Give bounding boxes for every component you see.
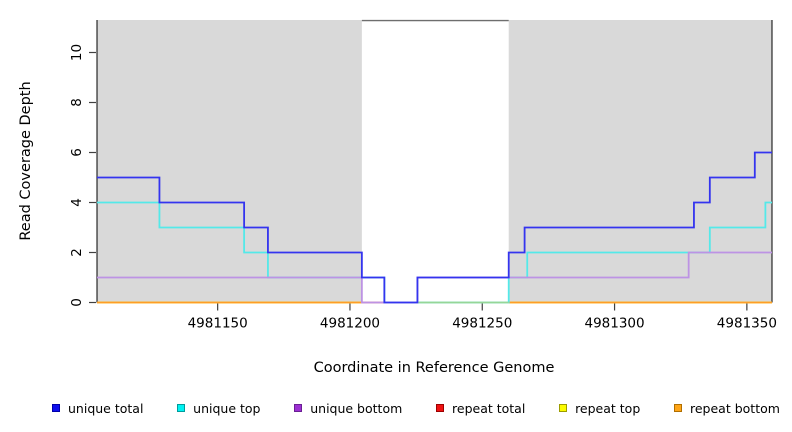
repeat-region-shade xyxy=(97,20,362,303)
legend-swatch-icon xyxy=(52,404,60,412)
legend-swatch-icon xyxy=(177,404,186,412)
legend-item-repeat-top: repeat top xyxy=(559,401,640,416)
legend-label: unique top xyxy=(193,400,261,416)
y-tick-label: 6 xyxy=(69,148,85,157)
legend-item-repeat-total: repeat total xyxy=(436,401,525,416)
chart-legend: unique total unique top unique bottom repea… xyxy=(0,397,792,419)
legend-label: unique total xyxy=(68,400,144,416)
x-tick-label: 4981350 xyxy=(717,316,777,332)
legend-swatch-icon xyxy=(436,404,445,412)
y-tick-label: 10 xyxy=(69,44,85,61)
x-tick-label: 4981200 xyxy=(320,316,380,332)
legend-label: unique bottom xyxy=(310,400,403,416)
y-axis-title: Read Coverage Depth xyxy=(18,81,34,240)
legend-item-unique-top: unique top xyxy=(177,401,260,416)
y-tick-label: 0 xyxy=(69,298,85,307)
legend-swatch-icon xyxy=(674,404,682,412)
legend-item-unique-bottom: unique bottom xyxy=(294,401,402,416)
x-tick-label: 4981250 xyxy=(452,316,512,332)
coverage-plot: 4981150 4981200 4981250 4981300 4981350 0 2 4 6 8… xyxy=(18,19,777,376)
legend-label: repeat top xyxy=(575,400,641,416)
legend-item-repeat-bottom: repeat bottom xyxy=(674,401,780,416)
x-tick-label: 4981150 xyxy=(188,316,248,332)
y-tick-label: 8 xyxy=(69,98,85,107)
x-tick-label: 4981300 xyxy=(584,316,644,332)
y-tick-label: 2 xyxy=(69,248,85,257)
y-tick-label: 4 xyxy=(69,198,85,207)
repeat-region-shade xyxy=(508,20,772,303)
legend-swatch-icon xyxy=(559,404,568,412)
x-axis-title: Coordinate in Reference Genome xyxy=(314,360,555,376)
legend-label: repeat bottom xyxy=(690,400,780,416)
legend-item-unique-total: unique total xyxy=(52,401,143,416)
legend-label: repeat total xyxy=(452,400,526,416)
legend-swatch-icon xyxy=(294,404,303,412)
series-unique_total-line xyxy=(97,151,772,304)
